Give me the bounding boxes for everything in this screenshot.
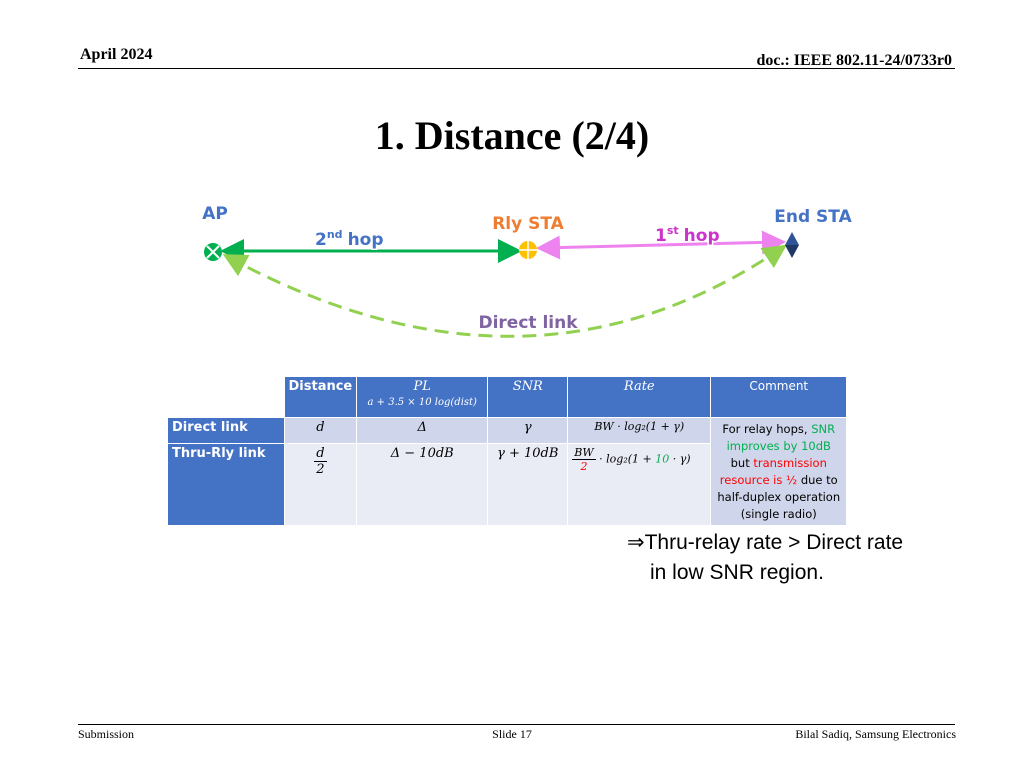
cell: γ + 10dB [487,443,569,526]
numerator: d [314,446,327,463]
node-label: End STA [774,207,852,227]
footer-center: Slide 17 [492,727,532,741]
ap-node [204,243,222,261]
footer-left: Submission [78,727,135,741]
column-header: Rate [567,376,712,418]
relay-node [519,241,537,259]
column-header: Comment [710,376,848,418]
diagram: AP Rly STA End STA 2nd hop 1st hop Direct … [201,203,854,338]
text: Distance [288,379,353,394]
comment-highlight: SNR improves by 10dB [726,422,836,453]
numerator: BW [572,446,596,461]
link-text: hop [348,230,384,250]
header-doc: doc.: IEEE 802.11-24/0733r0 [756,52,952,69]
denominator: 2 [580,460,588,474]
comment-cell: For relay hops, SNR improves by 10dB but… [710,417,848,526]
link-number: 2 [315,230,327,250]
cell: BW · log₂(1 + γ) [567,416,712,445]
link-suffix: st [667,224,679,237]
text: Rate [623,379,655,394]
comparison-table: Distance PL a + 3.5 × 10 log(dist) SNR Ra… [167,376,848,526]
slide-title: 1. Distance (2/4) [374,113,650,158]
footer-right: Bilal Sadiq, Samsung Electronics [795,727,956,741]
column-header: Distance [283,376,358,418]
row-header: Thru-Rly link [167,443,285,526]
denominator: 2 [316,462,325,478]
rate-expression: · γ) [669,452,691,466]
row-header: Direct link [167,416,285,445]
column-header: SNR [487,376,569,418]
link-label: 2nd hop [315,228,384,250]
node-label: AP [202,204,228,224]
footer-rule [78,724,955,725]
comment-text: due to half-duplex operation (single rad… [717,473,841,521]
comment-text: For relay hops, [722,422,812,436]
link-label: Direct link [478,313,578,333]
text: Comment [749,379,809,393]
rate-highlight: 10 [655,452,670,466]
empty-cell [167,376,284,418]
link-text: hop [684,226,720,246]
cell: Δ [356,416,489,445]
node-label: Rly STA [492,214,564,234]
header-rule [78,68,955,69]
header-date: April 2024 [80,46,153,63]
pl-formula: a + 3.5 × 10 log(dist) [367,397,477,408]
link-suffix: nd [327,228,343,241]
conclusion: ⇒Thru-relay rate > Direct rate [627,531,904,554]
column-header: PL a + 3.5 × 10 log(dist) [356,376,489,418]
cell: d [283,416,358,445]
cell: BW 2 · log₂(1 + 10 · γ) [567,443,712,526]
end-sta-node [785,232,799,258]
comment-highlight: transmission resource is ½ [719,456,827,487]
text: PL [413,379,431,394]
link-label: 1st hop [655,224,720,246]
conclusion: in low SNR region. [650,561,824,584]
text: SNR [512,379,543,394]
comment-text: but [730,456,754,470]
rate-expression: · log₂(1 + [599,452,656,466]
direct-link-arrow [222,244,787,338]
link-number: 1 [655,226,667,246]
cell: γ [487,416,569,445]
cell: Δ − 10dB [356,443,489,526]
